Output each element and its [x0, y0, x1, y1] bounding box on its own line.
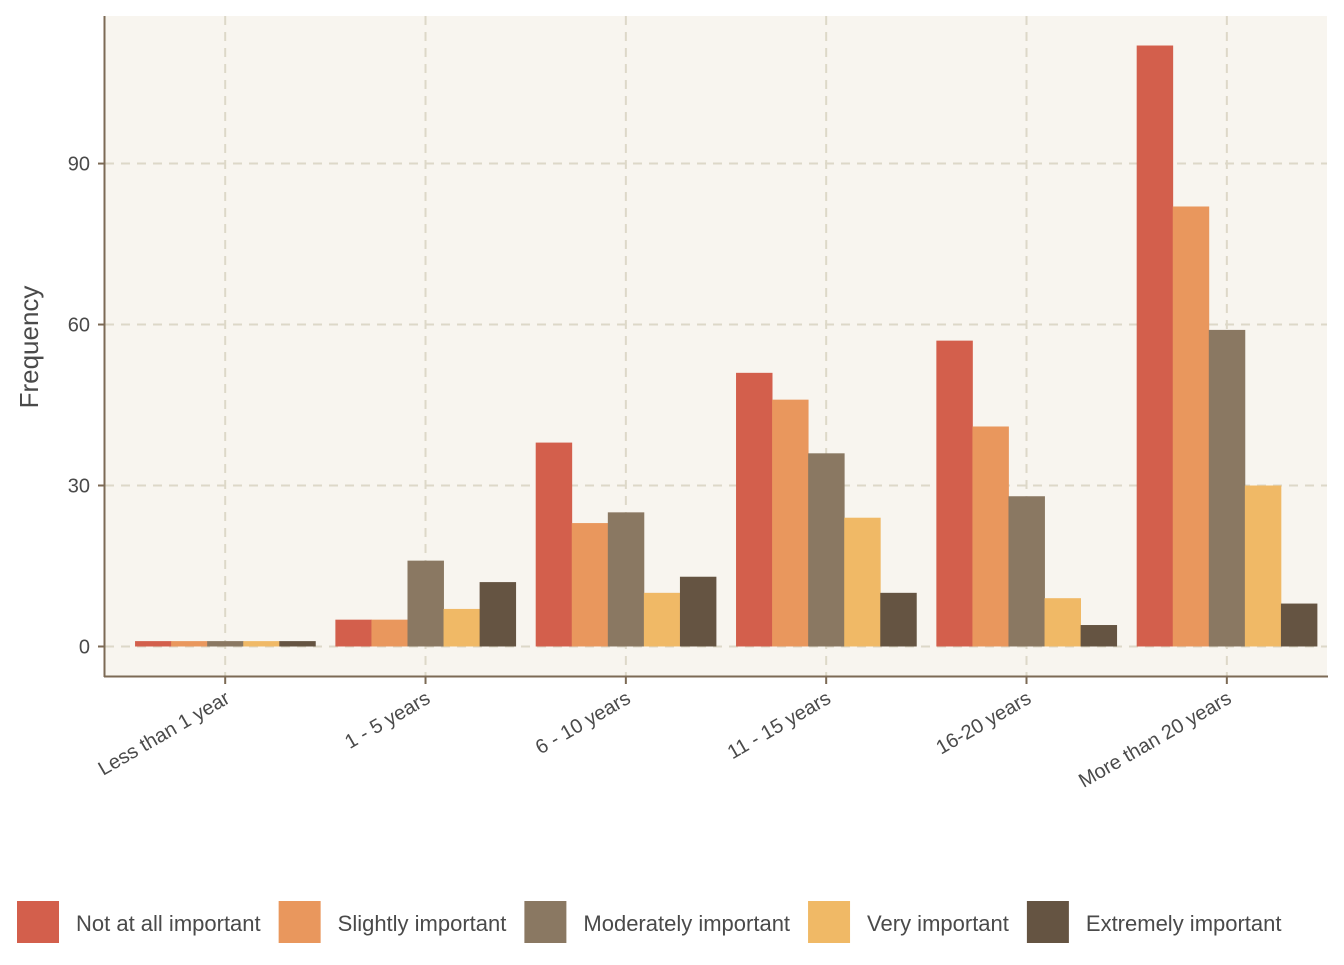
- bar: [679, 576, 717, 647]
- bar: [844, 517, 881, 647]
- bar: [936, 340, 973, 647]
- legend-label: Extremely important: [1086, 911, 1282, 936]
- y-tick-label: 0: [79, 636, 90, 658]
- x-tick-label: 16-20 years: [933, 687, 1035, 759]
- bar: [571, 523, 609, 647]
- bar: [1136, 45, 1174, 647]
- legend-swatch: [808, 901, 851, 943]
- bar: [1008, 496, 1045, 647]
- bar: [880, 592, 917, 647]
- bar: [135, 641, 172, 647]
- bar: [972, 426, 1009, 647]
- bar: [371, 619, 408, 647]
- bar: [407, 560, 444, 647]
- legend-swatch: [1026, 901, 1069, 943]
- x-tick-label: 6 - 10 years: [532, 687, 634, 759]
- legend-swatch: [17, 901, 59, 943]
- legend-label: Slightly important: [338, 911, 507, 936]
- bar: [1044, 598, 1081, 647]
- bar: [1172, 206, 1210, 647]
- y-tick-label: 60: [68, 315, 90, 337]
- bar: [335, 619, 372, 647]
- x-tick-label: 1 - 5 years: [341, 687, 434, 753]
- y-tick-label: 30: [68, 476, 90, 498]
- bar: [443, 608, 481, 647]
- bar: [643, 592, 681, 647]
- x-tick-label: Less than 1 year: [95, 687, 234, 780]
- x-tick-label: More than 20 years: [1075, 687, 1235, 792]
- bar: [479, 582, 517, 647]
- panel-background: [105, 16, 1327, 676]
- bar: [808, 453, 845, 647]
- x-tick-label: 11 - 15 years: [724, 687, 835, 764]
- axes: [103, 16, 1328, 678]
- bar: [736, 372, 773, 647]
- bar: [772, 399, 809, 647]
- legend-label: Moderately important: [583, 911, 790, 936]
- bar: [607, 512, 645, 647]
- y-axis-title: Frequency: [14, 286, 44, 409]
- bar: [1080, 625, 1118, 647]
- bar: [171, 641, 208, 647]
- legend-swatch: [524, 901, 567, 943]
- bar: [1244, 485, 1282, 647]
- legend-label: Very important: [867, 911, 1009, 936]
- bar: [535, 442, 573, 647]
- bar: [243, 641, 280, 647]
- bars: [135, 45, 1318, 647]
- bar: [207, 641, 244, 647]
- legend-label: Not at all important: [76, 911, 261, 936]
- y-tick-label: 90: [68, 154, 90, 176]
- bar: [1208, 329, 1246, 647]
- legend-swatch: [278, 901, 321, 943]
- legend: Not at all important Slightly important Mo…: [17, 901, 1282, 943]
- bar: [1280, 603, 1318, 647]
- bar: [279, 641, 316, 647]
